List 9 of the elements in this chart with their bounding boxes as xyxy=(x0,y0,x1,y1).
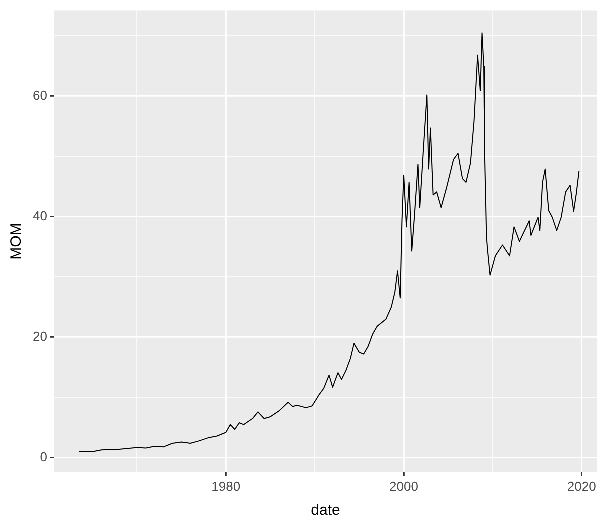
y-tick-label: 60 xyxy=(32,88,48,103)
x-tick-label: 2020 xyxy=(567,478,596,494)
x-tick-label: 1980 xyxy=(212,478,241,494)
x-tick-label: 2000 xyxy=(390,478,418,494)
y-tick-label: 20 xyxy=(32,328,48,344)
y-axis-title: MOM xyxy=(8,223,26,260)
y-tick-label: 40 xyxy=(32,208,48,224)
y-tick-label: 0 xyxy=(40,450,48,465)
x-axis-title: date xyxy=(311,502,340,520)
